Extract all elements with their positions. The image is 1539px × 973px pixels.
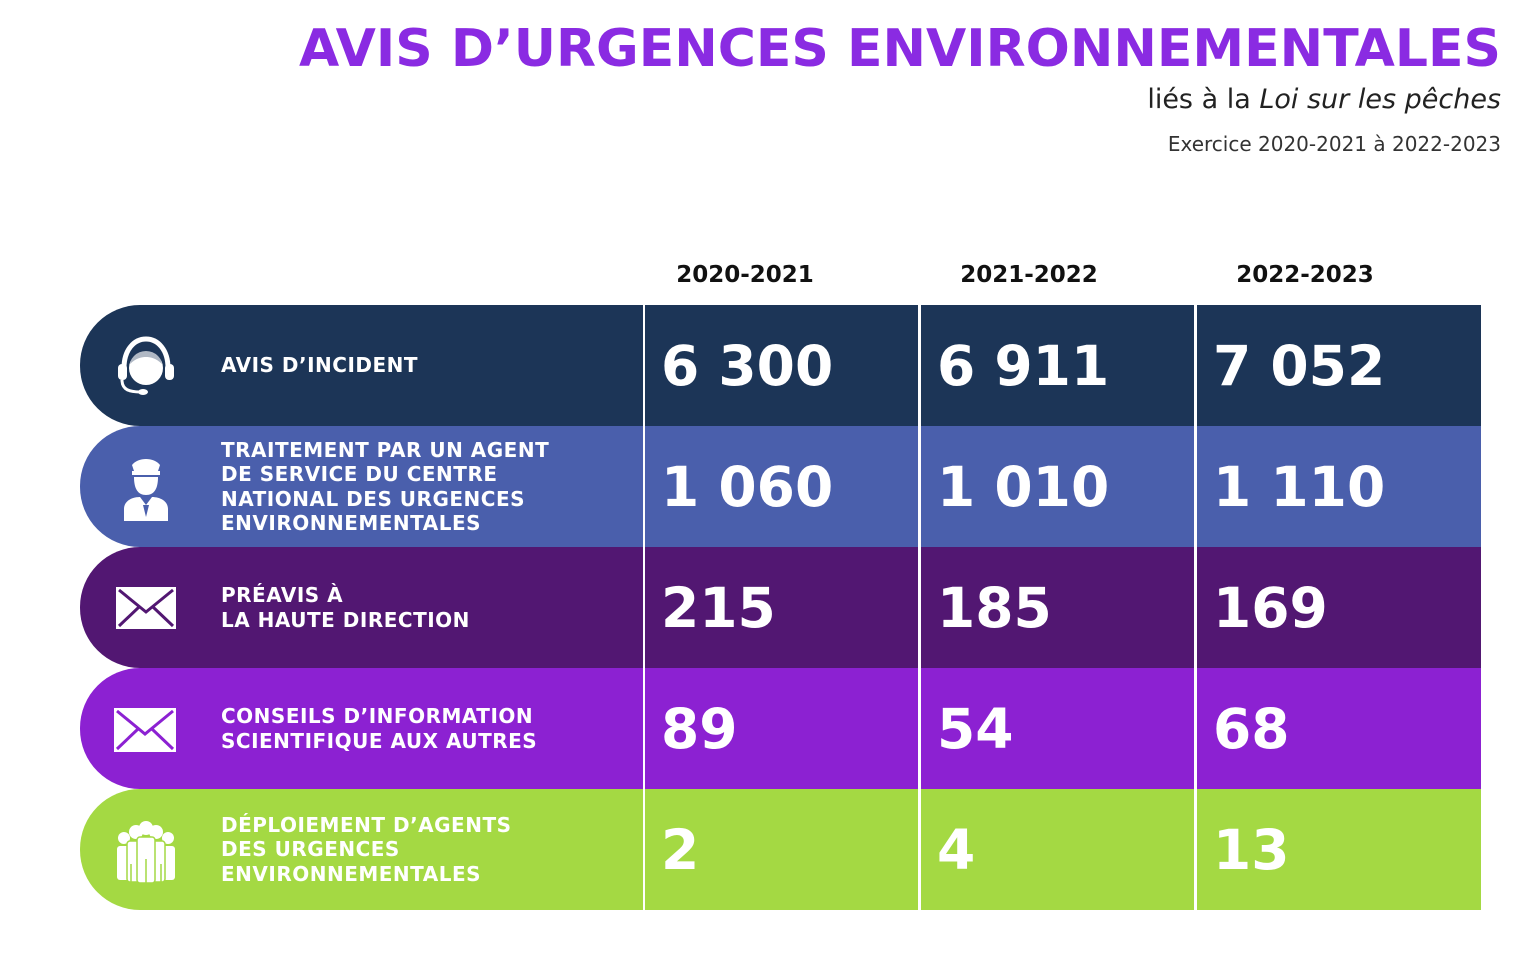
headset-operator-icon — [110, 330, 182, 402]
value-2022-2023: 68 — [1197, 668, 1481, 789]
column-header-2021-2022: 2021-2022 — [960, 262, 1098, 288]
subtitle-law-name: Loi sur les pêches — [1259, 84, 1501, 115]
fiscal-period: Exercice 2020-2021 à 2022-2023 — [1167, 132, 1501, 156]
column-header-2020-2021: 2020-2021 — [676, 262, 814, 288]
row-label: DÉPLOIEMENT D’AGENTS DES URGENCES ENVIRO… — [221, 812, 512, 886]
page-title: AVIS D’URGENCES ENVIRONNEMENTALES — [298, 19, 1501, 79]
table-row-avis-incident: AVIS D’INCIDENT 6 300 6 911 7 052 — [80, 305, 1481, 426]
value-2021-2022: 6 911 — [921, 305, 1194, 426]
row-label-cell: PRÉAVIS À LA HAUTE DIRECTION — [80, 547, 643, 668]
value-2020-2021: 215 — [645, 547, 918, 668]
table-row-preavis: PRÉAVIS À LA HAUTE DIRECTION 215 185 169 — [80, 547, 1481, 668]
row-label: AVIS D’INCIDENT — [221, 353, 419, 378]
value-2020-2021: 2 — [645, 789, 918, 910]
table-row-deploiement: DÉPLOIEMENT D’AGENTS DES URGENCES ENVIRO… — [80, 789, 1481, 910]
value-2021-2022: 4 — [921, 789, 1194, 910]
value-2020-2021: 6 300 — [645, 305, 918, 426]
page-subtitle: liés à la Loi sur les pêches — [1147, 82, 1501, 118]
row-label: PRÉAVIS À LA HAUTE DIRECTION — [221, 583, 470, 632]
value-2022-2023: 13 — [1197, 789, 1481, 910]
row-label-cell: DÉPLOIEMENT D’AGENTS DES URGENCES ENVIRO… — [80, 789, 643, 910]
value-2022-2023: 169 — [1197, 547, 1481, 668]
column-header-2022-2023: 2022-2023 — [1236, 262, 1374, 288]
table-row-traitement-agent: TRAITEMENT PAR UN AGENT DE SERVICE DU CE… — [80, 426, 1481, 547]
subtitle-text: liés à la — [1147, 84, 1260, 115]
row-label-cell: TRAITEMENT PAR UN AGENT DE SERVICE DU CE… — [80, 426, 643, 547]
police-officer-icon — [110, 451, 182, 523]
value-2022-2023: 1 110 — [1197, 426, 1481, 547]
value-2021-2022: 54 — [921, 668, 1194, 789]
value-2020-2021: 89 — [645, 668, 918, 789]
row-label-cell: AVIS D’INCIDENT — [80, 305, 643, 426]
value-2021-2022: 185 — [921, 547, 1194, 668]
row-label: CONSEILS D’INFORMATION SCIENTIFIQUE AUX … — [221, 704, 538, 753]
envelope-icon — [110, 572, 182, 644]
value-2021-2022: 1 010 — [921, 426, 1194, 547]
table-row-conseils: CONSEILS D’INFORMATION SCIENTIFIQUE AUX … — [80, 668, 1481, 789]
envelope-icon — [110, 693, 182, 765]
row-label-cell: CONSEILS D’INFORMATION SCIENTIFIQUE AUX … — [80, 668, 643, 789]
value-2022-2023: 7 052 — [1197, 305, 1481, 426]
value-2020-2021: 1 060 — [645, 426, 918, 547]
group-of-people-icon — [110, 814, 182, 886]
row-label: TRAITEMENT PAR UN AGENT DE SERVICE DU CE… — [221, 437, 550, 536]
